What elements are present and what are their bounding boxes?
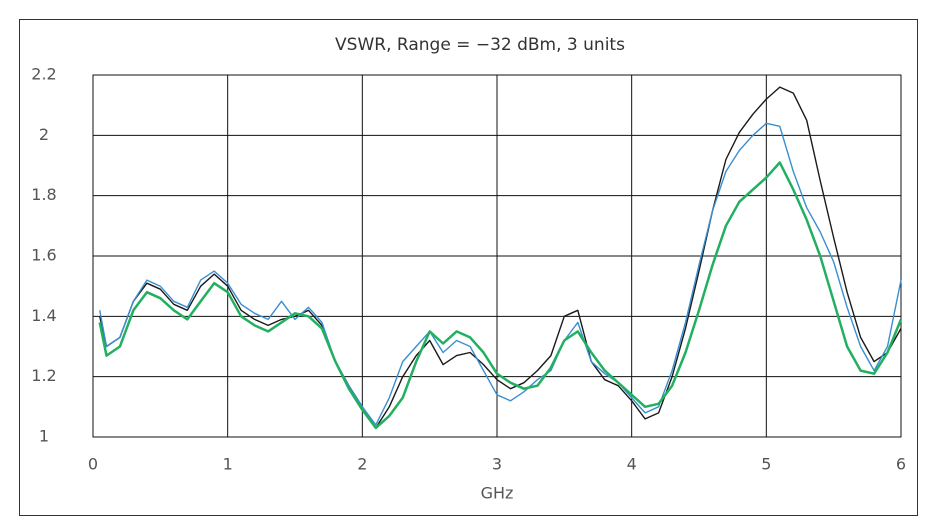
x-tick-label: 4 xyxy=(627,455,637,474)
x-tick-label: 3 xyxy=(492,455,502,474)
series-line xyxy=(99,86,902,429)
series-line xyxy=(99,122,902,426)
y-tick-label: 1.8 xyxy=(31,185,56,204)
plot-border xyxy=(92,74,902,438)
y-tick-label: 1 xyxy=(39,427,49,446)
x-tick-label: 1 xyxy=(223,455,233,474)
x-tick-label: 2 xyxy=(357,455,367,474)
y-tick-label: 2.2 xyxy=(31,65,56,84)
y-tick-label: 1.6 xyxy=(31,246,56,265)
series-line xyxy=(98,161,903,430)
x-tick-label: 5 xyxy=(761,455,771,474)
x-axis-label: GHz xyxy=(481,484,514,503)
x-tick-label: 6 xyxy=(896,455,906,474)
chart-title: VSWR, Range = −32 dBm, 3 units xyxy=(335,35,625,55)
frame xyxy=(19,19,918,516)
x-tick-label: 0 xyxy=(88,455,98,474)
y-tick-label: 1.4 xyxy=(31,306,56,325)
y-tick-label: 1.2 xyxy=(31,366,56,385)
y-tick-label: 2 xyxy=(39,125,49,144)
